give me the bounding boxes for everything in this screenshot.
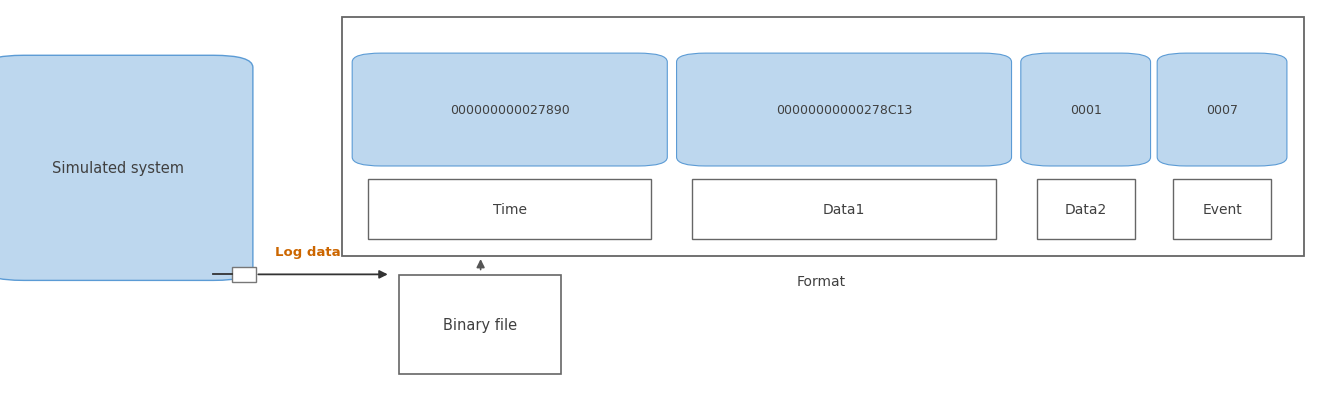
FancyBboxPatch shape [399,275,561,375]
FancyBboxPatch shape [1157,54,1287,166]
FancyBboxPatch shape [677,54,1012,166]
FancyBboxPatch shape [0,56,253,281]
Text: Time: Time [493,203,527,217]
Bar [232,267,256,283]
Text: 0007: 0007 [1206,104,1238,117]
Text: Log data: Log data [275,246,342,259]
Text: Data1: Data1 [822,203,866,217]
Text: Data2: Data2 [1064,203,1107,217]
Text: 00000000000278C13: 00000000000278C13 [776,104,912,117]
FancyBboxPatch shape [352,54,667,166]
Text: 000000000027890: 000000000027890 [450,104,569,117]
Text: 0001: 0001 [1070,104,1102,117]
FancyBboxPatch shape [1173,180,1271,239]
FancyBboxPatch shape [1037,180,1135,239]
FancyBboxPatch shape [1021,54,1151,166]
FancyBboxPatch shape [368,180,651,239]
Text: Event: Event [1202,203,1242,217]
Text: Simulated system: Simulated system [53,161,184,176]
Text: Format: Format [796,275,846,289]
Text: Binary file: Binary file [444,317,516,332]
FancyBboxPatch shape [342,18,1304,257]
FancyBboxPatch shape [692,180,996,239]
